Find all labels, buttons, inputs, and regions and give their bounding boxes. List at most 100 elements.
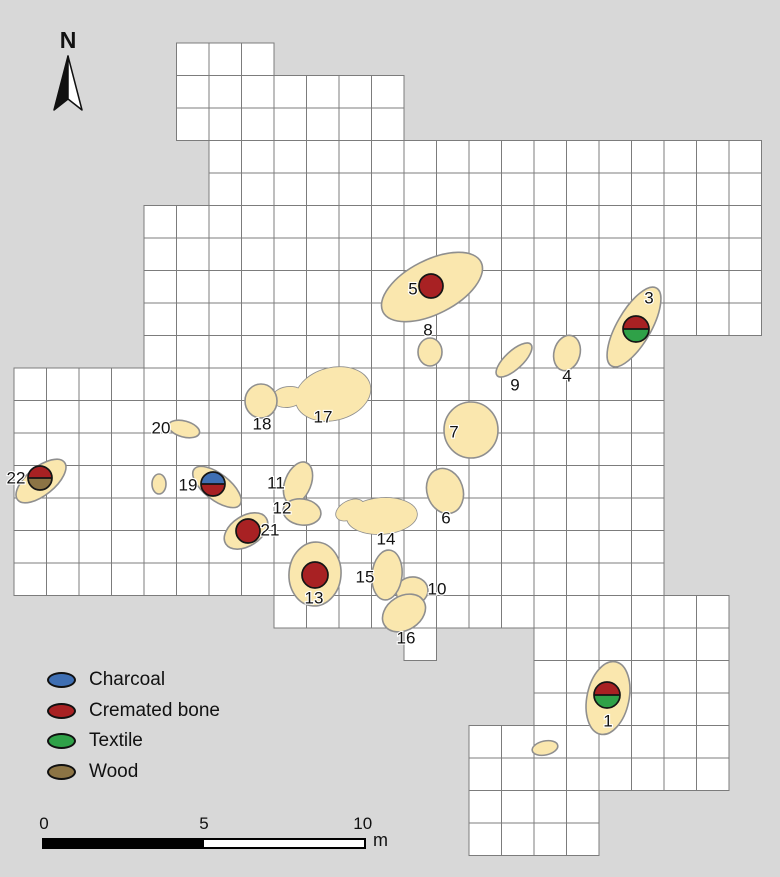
grid-cell <box>631 530 665 564</box>
wood-swatch-icon <box>47 763 76 780</box>
legend: Charcoal Cremated bone Textile Wood <box>47 665 220 787</box>
dot-top-half <box>623 316 649 329</box>
dot-fill <box>419 274 443 298</box>
grid-cell <box>728 237 762 271</box>
grid-cell <box>663 172 697 206</box>
grid-cell <box>306 237 340 271</box>
feature-blob <box>151 473 167 495</box>
dots-layer <box>27 273 650 709</box>
grid-cell <box>728 270 762 304</box>
grid-cell <box>468 302 502 336</box>
grid-cell <box>371 75 405 109</box>
grid-cell <box>306 302 340 336</box>
grid-cell <box>338 237 372 271</box>
grid-cell <box>13 562 47 596</box>
grid-cell <box>403 432 437 466</box>
grid-cell <box>566 140 600 174</box>
grid-cell <box>566 172 600 206</box>
feature-blob <box>282 498 322 526</box>
grid-cell <box>468 790 502 824</box>
grid-cell <box>371 432 405 466</box>
grid-cell <box>78 530 112 564</box>
grid-cell <box>501 562 535 596</box>
grid-cell <box>78 562 112 596</box>
grid-cell <box>501 432 535 466</box>
grid-cell <box>566 237 600 271</box>
grid-cell <box>631 400 665 434</box>
grid-cell <box>728 205 762 239</box>
grid-cell <box>143 562 177 596</box>
grid-cell <box>631 497 665 531</box>
feature-blob-shape <box>443 401 499 459</box>
grid-cell <box>663 140 697 174</box>
grid-cell <box>338 172 372 206</box>
grid-cell <box>208 400 242 434</box>
feature-blob <box>371 549 403 601</box>
grid-cell <box>533 757 567 791</box>
dot-fill <box>236 519 260 543</box>
grid-cell <box>566 465 600 499</box>
grid-cell <box>338 465 372 499</box>
grid-cell <box>403 172 437 206</box>
grid-cell <box>403 205 437 239</box>
grid-cell <box>338 302 372 336</box>
dot-fill <box>302 562 328 588</box>
grid-cell <box>501 140 535 174</box>
grid-cell <box>533 367 567 401</box>
grid-cell <box>598 400 632 434</box>
grid-cell <box>663 627 697 661</box>
scale-unit-label: m <box>373 830 388 850</box>
legend-item-charcoal: Charcoal <box>47 665 220 696</box>
feature-blob-shape <box>336 499 364 521</box>
feature-label: 16 <box>397 629 416 648</box>
feature-label: 11 <box>267 474 285 493</box>
legend-item-label: Cremated bone <box>89 699 220 721</box>
dot-outline <box>593 681 621 709</box>
grid-cell <box>338 75 372 109</box>
grid-cell <box>566 562 600 596</box>
grid-cell <box>111 367 145 401</box>
grid-cell <box>501 172 535 206</box>
grid-cell <box>143 237 177 271</box>
grid-cell <box>533 400 567 434</box>
scale-tick: 0 <box>39 814 49 833</box>
grid-cell <box>371 205 405 239</box>
grid-cell <box>566 530 600 564</box>
grid-cell <box>468 725 502 759</box>
feature-label: 3 <box>644 289 653 308</box>
grid-cell <box>208 75 242 109</box>
grid-cell <box>598 497 632 531</box>
grid-cell <box>631 205 665 239</box>
grid-cell <box>208 107 242 141</box>
grid-cell <box>696 660 730 694</box>
grid-cell <box>663 757 697 791</box>
grid-cell <box>78 432 112 466</box>
grid-cell <box>208 140 242 174</box>
grid-cell <box>306 335 340 369</box>
grid-cell <box>501 497 535 531</box>
feature-blob <box>381 593 427 633</box>
grid-cell <box>598 465 632 499</box>
material-dot-charcoal-cremated_bone <box>200 471 226 497</box>
grid-cell <box>631 660 665 694</box>
feature-label: 22 <box>7 469 26 488</box>
grid-cell <box>533 432 567 466</box>
scale-tick: 10 <box>353 814 373 833</box>
grid-cell <box>176 432 210 466</box>
feature-label: 19 <box>179 476 198 495</box>
legend-item-label: Charcoal <box>89 669 166 691</box>
grid-cell <box>566 627 600 661</box>
grid-cell <box>143 432 177 466</box>
grid-cell <box>566 400 600 434</box>
grid-cell <box>176 530 210 564</box>
feature-blob-shape <box>425 467 465 515</box>
grid-cell <box>371 465 405 499</box>
grid-cell <box>78 465 112 499</box>
feature-label: 12 <box>273 499 292 518</box>
feature-label: 8 <box>423 321 432 340</box>
grid-cell <box>208 432 242 466</box>
grid-cell <box>143 302 177 336</box>
grid-cell <box>371 367 405 401</box>
grid-cell <box>468 562 502 596</box>
grid-cell <box>598 205 632 239</box>
